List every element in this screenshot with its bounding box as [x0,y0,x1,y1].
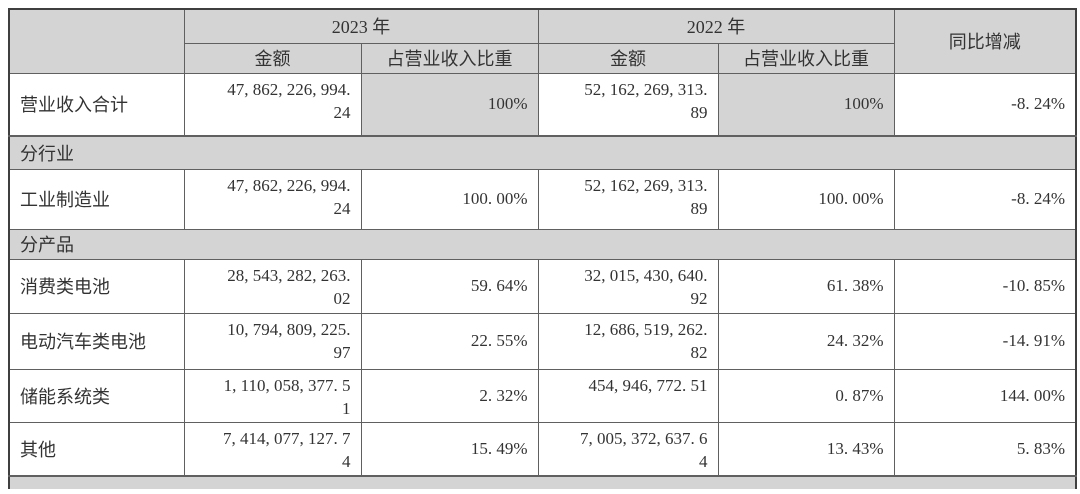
cell-share-2022: 100% [717,72,895,137]
cell-amount-2023: 28, 543, 282, 263. 02 [183,258,362,314]
table-row-product: 储能系统类 1, 110, 058, 377. 5 1 2. 32% 454, … [8,368,1077,423]
cell-amount-2022: 7, 005, 372, 637. 6 4 [537,421,719,477]
amount-line-2: 4 [342,451,351,471]
cell-share-2023: 15. 49% [360,421,539,477]
section-row-product: 分产品 [8,228,1077,260]
cell-amount-2022: 32, 015, 430, 640. 92 [537,258,719,314]
row-label: 消费类电池 [8,258,185,314]
row-label: 工业制造业 [8,168,185,230]
amount-line-2: 82 [690,342,708,362]
amount-line-2: 97 [333,342,351,362]
amount-line-1: 47, 862, 226, 994. [227,175,351,195]
section-row-industry: 分行业 [8,135,1077,170]
table-row-total: 营业收入合计 47, 862, 226, 994. 24 100% 52, 16… [8,72,1077,137]
cell-share-2023: 59. 64% [360,258,539,314]
header-yoy: 同比增减 [893,8,1077,74]
cell-share-2022: 61. 38% [717,258,895,314]
cell-share-2022: 24. 32% [717,312,895,370]
cell-share-2022: 100. 00% [717,168,895,230]
cell-share-2023: 22. 55% [360,312,539,370]
cell-yoy: -8. 24% [893,168,1077,230]
section-partial-cell [8,474,1077,489]
cell-amount-2022: 12, 686, 519, 262. 82 [537,312,719,370]
header-corner-cell [8,8,185,74]
table-row-product: 消费类电池 28, 543, 282, 263. 02 59. 64% 32, … [8,258,1077,314]
cell-share-2022: 0. 87% [717,368,895,423]
cell-share-2023: 2. 32% [360,368,539,423]
amount-line-2: 24 [333,198,351,218]
section-label: 分产品 [8,228,1077,260]
amount-line-1: 7, 414, 077, 127. 7 [223,428,351,448]
amount-line-2: 1 [342,398,351,418]
header-share-2023: 占营业收入比重 [360,42,539,74]
cell-yoy: 5. 83% [893,421,1077,477]
amount-line-1: 52, 162, 269, 313. [584,79,708,99]
cell-amount-2023: 1, 110, 058, 377. 5 1 [183,368,362,423]
cell-share-2023: 100. 00% [360,168,539,230]
cell-yoy: 144. 00% [893,368,1077,423]
amount-line-1: 52, 162, 269, 313. [584,175,708,195]
table-row-product: 电动汽车类电池 10, 794, 809, 225. 97 22. 55% 12… [8,312,1077,370]
amount-line-1: 12, 686, 519, 262. [584,319,708,339]
header-amount-2022: 金额 [537,42,719,74]
header-year-2022: 2022 年 [537,8,895,44]
row-label: 电动汽车类电池 [8,312,185,370]
header-year-2023: 2023 年 [183,8,539,44]
row-label: 营业收入合计 [8,72,185,137]
amount-line-1: 7, 005, 372, 637. 6 [580,428,708,448]
section-label: 分行业 [8,135,1077,170]
cell-amount-2023: 47, 862, 226, 994. 24 [183,168,362,230]
amount-line-1: 1, 110, 058, 377. 5 [223,375,351,395]
amount-line-2: 89 [690,198,708,218]
cell-amount-2023: 7, 414, 077, 127. 7 4 [183,421,362,477]
amount-line-2: 24 [333,102,351,122]
revenue-breakdown-table: 2023 年 2022 年 同比增减 金额 占营业收入比重 金额 占营业收入比重… [8,8,1077,489]
cell-amount-2022: 52, 162, 269, 313. 89 [537,168,719,230]
section-row-partial [8,474,1077,489]
cell-share-2022: 13. 43% [717,421,895,477]
cell-yoy: -10. 85% [893,258,1077,314]
table-row-product: 其他 7, 414, 077, 127. 7 4 15. 49% 7, 005,… [8,421,1077,477]
amount-line-1: 10, 794, 809, 225. [227,319,351,339]
amount-line-2: 89 [690,102,708,122]
cell-amount-2022: 454, 946, 772. 51 [537,368,719,423]
row-label: 其他 [8,421,185,477]
amount-line-2: 92 [690,288,708,308]
header-amount-2023: 金额 [183,42,362,74]
row-label: 储能系统类 [8,368,185,423]
amount-line-2: 4 [699,451,708,471]
amount-line-1: 454, 946, 772. 51 [588,375,708,395]
cell-yoy: -8. 24% [893,72,1077,137]
amount-line-1: 47, 862, 226, 994. [227,79,351,99]
cell-yoy: -14. 91% [893,312,1077,370]
table-row-industry: 工业制造业 47, 862, 226, 994. 24 100. 00% 52,… [8,168,1077,230]
cell-amount-2023: 47, 862, 226, 994. 24 [183,72,362,137]
header-share-2022: 占营业收入比重 [717,42,895,74]
cell-share-2023: 100% [360,72,539,137]
amount-line-1: 32, 015, 430, 640. [584,265,708,285]
cell-amount-2022: 52, 162, 269, 313. 89 [537,72,719,137]
amount-line-1: 28, 543, 282, 263. [227,265,351,285]
amount-line-2: 02 [333,288,351,308]
cell-amount-2023: 10, 794, 809, 225. 97 [183,312,362,370]
